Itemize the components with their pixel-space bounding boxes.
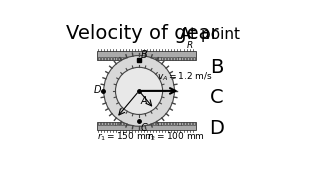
Text: B: B [140, 50, 147, 60]
Bar [173, 122, 175, 125]
Text: D: D [94, 85, 101, 95]
Bar [124, 57, 126, 60]
Bar [110, 122, 112, 125]
Text: B: B [210, 58, 223, 77]
Bar [161, 57, 164, 60]
Bar [116, 57, 117, 60]
Bar [184, 122, 186, 125]
Bar [187, 122, 189, 125]
Bar [127, 57, 129, 60]
Bar [107, 122, 109, 125]
Bar [187, 57, 189, 60]
Text: A: A [141, 96, 147, 106]
Bar [132, 57, 135, 60]
Circle shape [104, 56, 174, 126]
Bar [130, 122, 132, 125]
Bar [104, 122, 106, 125]
Text: At point: At point [180, 27, 240, 42]
Bar [158, 122, 161, 125]
Bar [101, 57, 103, 60]
Bar [190, 122, 192, 125]
Bar [184, 57, 186, 60]
Bar [113, 57, 115, 60]
Bar [170, 122, 172, 125]
Bar [144, 57, 146, 60]
Bar [176, 57, 178, 60]
Bar [110, 57, 112, 60]
Bar [153, 57, 155, 60]
Bar [101, 122, 103, 125]
Bar [164, 122, 166, 125]
Bar [118, 57, 120, 60]
Bar [147, 122, 149, 125]
Bar [130, 57, 132, 60]
Bar [190, 57, 192, 60]
Bar [167, 122, 169, 125]
Bar [138, 122, 140, 125]
Bar [170, 57, 172, 60]
Bar [107, 57, 109, 60]
Bar [135, 122, 138, 125]
Circle shape [116, 67, 163, 114]
Text: D: D [209, 119, 224, 138]
Bar [127, 122, 129, 125]
Text: R: R [187, 41, 193, 50]
Bar [118, 122, 120, 125]
Bar [141, 122, 143, 125]
Bar [138, 57, 140, 60]
Bar [144, 122, 146, 125]
Text: $r_1 = 150\ \mathrm{mm}$: $r_1 = 150\ \mathrm{mm}$ [98, 130, 156, 143]
Text: C: C [210, 88, 223, 107]
Text: $r_2 = 100\ \mathrm{mm}$: $r_2 = 100\ \mathrm{mm}$ [148, 130, 205, 143]
Text: $v_A = 1.2\ \mathrm{m/s}$: $v_A = 1.2\ \mathrm{m/s}$ [157, 71, 213, 83]
Bar [150, 57, 152, 60]
Bar [141, 57, 143, 60]
Bar [173, 57, 175, 60]
Bar [181, 122, 183, 125]
Bar [156, 122, 158, 125]
Bar [121, 57, 123, 60]
Bar [179, 57, 180, 60]
Bar [98, 51, 196, 60]
Bar [132, 122, 135, 125]
Bar [113, 122, 115, 125]
Bar [104, 57, 106, 60]
Bar [181, 57, 183, 60]
Bar [158, 57, 161, 60]
Text: Velocity of gear: Velocity of gear [66, 24, 218, 43]
Bar [121, 122, 123, 125]
Bar [167, 57, 169, 60]
Bar [193, 122, 195, 125]
Bar [116, 122, 117, 125]
Bar [98, 57, 100, 60]
Bar [161, 122, 164, 125]
Bar [156, 57, 158, 60]
Bar [176, 122, 178, 125]
Bar [135, 57, 138, 60]
Bar [98, 122, 100, 125]
Bar [150, 122, 152, 125]
Bar [179, 122, 180, 125]
Bar [147, 57, 149, 60]
Bar [124, 122, 126, 125]
Text: C: C [140, 123, 147, 133]
Bar [153, 122, 155, 125]
Bar [98, 122, 196, 130]
Bar [164, 57, 166, 60]
Bar [193, 57, 195, 60]
